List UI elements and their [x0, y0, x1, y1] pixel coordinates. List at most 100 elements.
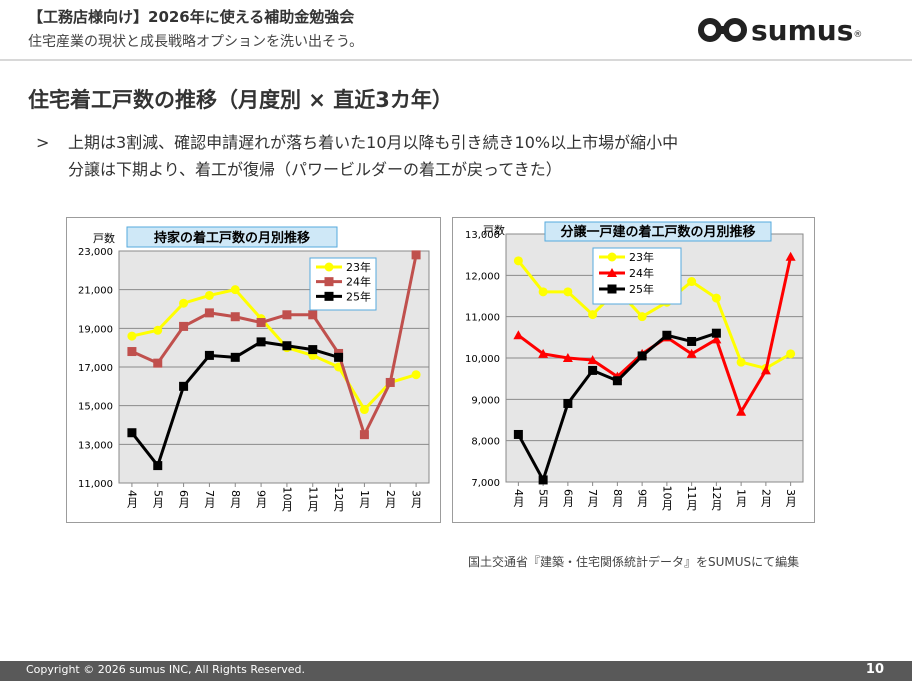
y-tick-label: 7,000 [471, 478, 500, 489]
x-tick-label: 6月 [177, 490, 190, 508]
data-point [637, 351, 647, 361]
legend-label: 25年 [346, 289, 371, 303]
x-tick-label: 2月 [759, 489, 772, 507]
header-title: 【工務店様向け】2026年に使える補助金勉強会 [28, 8, 355, 26]
y-tick-label: 11,000 [465, 313, 500, 324]
data-point [359, 405, 369, 415]
sumus-logo: sumus ® [697, 13, 863, 47]
data-point [308, 345, 318, 355]
y-tick-label: 8,000 [471, 437, 500, 448]
data-point [153, 325, 163, 335]
y-tick-label: 19,000 [78, 324, 113, 335]
data-point [513, 330, 524, 340]
legend-marker [607, 268, 617, 277]
x-tick-label: 5月 [151, 490, 164, 508]
y-tick-label: 13,000 [78, 440, 113, 451]
data-point [538, 348, 549, 358]
legend-marker [324, 291, 334, 301]
data-point [204, 308, 214, 318]
y-axis-label: 戸数 [483, 224, 505, 237]
page-number: 10 [865, 662, 884, 677]
data-point [204, 350, 214, 360]
data-point [385, 377, 395, 387]
legend-marker [607, 284, 617, 294]
x-tick-label: 11月 [685, 486, 698, 511]
data-point [786, 349, 796, 359]
x-tick-label: 8月 [229, 490, 242, 508]
x-tick-label: 10月 [660, 486, 673, 511]
x-tick-label: 12月 [332, 487, 345, 512]
y-tick-label: 15,000 [78, 402, 113, 413]
legend-label: 24年 [629, 266, 654, 280]
y-tick-label: 10,000 [465, 354, 500, 365]
data-point [711, 293, 721, 303]
data-point [179, 321, 189, 331]
logo-mark-icon [698, 18, 747, 42]
legend-label: 24年 [346, 275, 371, 289]
x-tick-label: 1月 [735, 489, 748, 507]
y-tick-label: 9,000 [471, 395, 500, 406]
legend-label: 23年 [346, 260, 371, 274]
data-point [686, 348, 697, 358]
x-tick-label: 5月 [537, 489, 550, 507]
x-tick-label: 12月 [710, 486, 723, 511]
data-point [256, 337, 266, 347]
footer-bar: Copyright © 2026 sumus INC, All Rights R… [0, 661, 912, 681]
section-title: 住宅着工戸数の推移（月度別 × 直近3カ年） [28, 88, 453, 112]
chart-title-box [126, 226, 338, 248]
data-point [127, 428, 137, 438]
data-point [230, 352, 240, 362]
legend-label: 25年 [629, 282, 654, 296]
data-point [538, 475, 548, 485]
y-tick-label: 11,000 [78, 479, 113, 490]
data-point [230, 312, 240, 322]
legend-marker [607, 252, 617, 262]
x-tick-label: 4月 [125, 490, 138, 508]
x-tick-label: 9月 [636, 489, 649, 507]
data-point [563, 398, 573, 408]
chart-title: 分譲一戸建の着工戸数の月別推移 [560, 224, 755, 240]
chart-right: 7,000 8,000 9,000 10,000 11,000 12,000 13,000 4… [452, 217, 815, 523]
data-point [538, 287, 548, 297]
y-tick-label: 23,000 [78, 247, 113, 258]
legend-marker [324, 277, 334, 287]
data-point [282, 341, 292, 351]
bullet-line-2: 分譲は下期より、着工が復帰（パワービルダーの着工が戻ってきた） [68, 160, 562, 179]
legend-label: 23年 [629, 250, 654, 264]
bullet-line-1: 上期は3割減、確認申請遅れが落ち着いた10月以降も引き続き10%以上市場が縮小中 [68, 133, 679, 152]
y-tick-label: 21,000 [78, 286, 113, 297]
data-point [662, 330, 672, 340]
logo-registered-mark: ® [853, 30, 863, 40]
data-point [513, 429, 523, 439]
x-tick-label: 7月 [203, 490, 216, 508]
data-point [711, 334, 722, 344]
x-tick-label: 2月 [384, 490, 397, 508]
x-tick-label: 6月 [561, 489, 574, 507]
data-point [359, 430, 369, 440]
data-point [588, 310, 598, 320]
data-point [588, 365, 598, 375]
footer-copyright: Copyright © 2026 sumus INC, All Rights R… [26, 663, 306, 676]
logo-text: sumus [751, 13, 854, 47]
x-tick-label: 7月 [586, 489, 599, 507]
data-point [411, 250, 421, 260]
data-point [308, 310, 318, 320]
x-tick-label: 10月 [280, 487, 293, 512]
data-point [513, 256, 523, 266]
y-tick-label: 12,000 [465, 271, 500, 282]
x-tick-label: 8月 [611, 489, 624, 507]
series-line-24年 [131, 254, 418, 439]
data-point [153, 461, 163, 471]
chart-title-box [544, 221, 772, 242]
chart-title: 持家の着工戸数の月別推移 [154, 230, 310, 246]
data-point [687, 277, 697, 287]
data-point [230, 285, 240, 295]
chart-left-svg: 11,000 13,000 15,000 17,000 19,000 21,000 23,0… [78, 226, 430, 512]
data-point [334, 352, 344, 362]
data-point [736, 357, 746, 367]
data-point [612, 376, 622, 386]
data-point [687, 336, 697, 346]
x-tick-label: 1月 [358, 490, 371, 508]
data-point [127, 347, 137, 357]
data-point [785, 251, 796, 261]
